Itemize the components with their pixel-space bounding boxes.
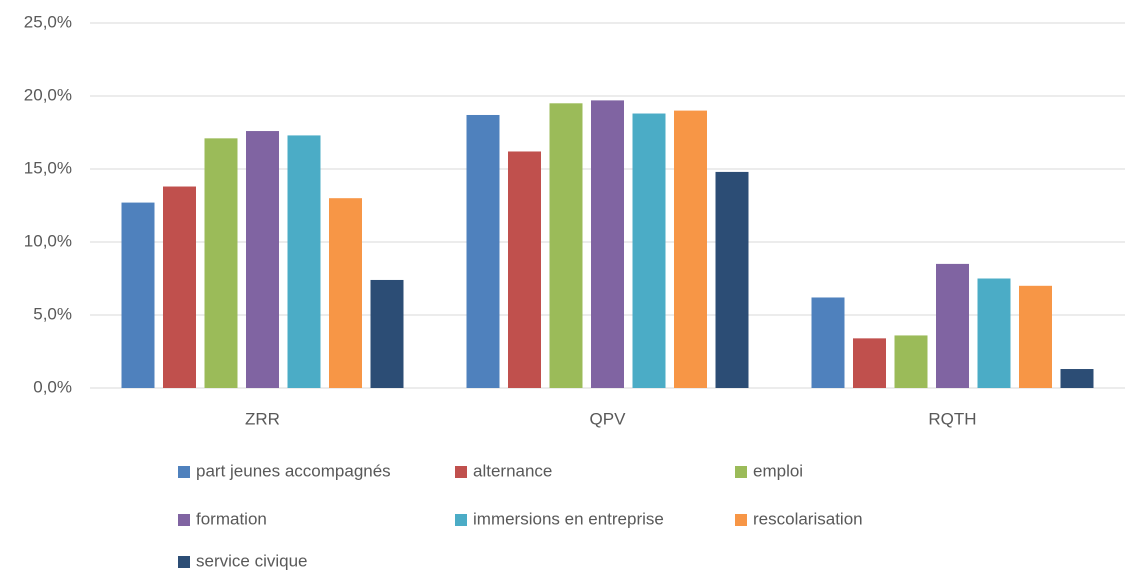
y-tick-label: 0,0% — [33, 377, 72, 396]
legend-label: emploi — [753, 461, 803, 480]
legend-swatch — [455, 514, 467, 526]
legend-swatch — [178, 514, 190, 526]
bar — [246, 131, 279, 389]
y-tick-label: 15,0% — [24, 158, 72, 177]
y-tick-label: 25,0% — [24, 12, 72, 31]
bar — [977, 278, 1011, 388]
legend-label: immersions en entreprise — [473, 509, 664, 528]
bar — [508, 151, 541, 388]
bar — [287, 135, 321, 388]
legend-label: alternance — [473, 461, 552, 480]
bar — [163, 186, 196, 388]
legend-label: part jeunes accompagnés — [196, 461, 391, 480]
y-tick-label: 20,0% — [24, 85, 72, 104]
y-tick-label: 5,0% — [33, 304, 72, 323]
bar — [811, 297, 845, 388]
bar — [1019, 285, 1052, 388]
legend-swatch — [178, 466, 190, 478]
bar — [853, 338, 886, 388]
legend-swatch — [735, 466, 747, 478]
bar — [121, 202, 155, 388]
legend-swatch — [455, 466, 467, 478]
legend-swatch — [735, 514, 747, 526]
bar — [894, 335, 928, 388]
bar — [1060, 369, 1094, 388]
bar — [329, 198, 362, 388]
x-tick-label: ZRR — [245, 409, 280, 428]
legend-label: service civique — [196, 551, 308, 570]
bar — [466, 114, 500, 388]
bar — [936, 263, 969, 388]
legend-label: rescolarisation — [753, 509, 863, 528]
bar — [715, 171, 749, 388]
x-tick-label: QPV — [590, 409, 627, 428]
legend-label: formation — [196, 509, 267, 528]
bar — [632, 113, 666, 389]
bar — [591, 100, 624, 388]
legend-swatch — [178, 556, 190, 568]
x-tick-label: RQTH — [928, 409, 976, 428]
bar — [370, 279, 404, 388]
y-tick-label: 10,0% — [24, 231, 72, 250]
bar — [549, 103, 583, 389]
bar — [204, 138, 238, 388]
bar — [674, 110, 707, 388]
